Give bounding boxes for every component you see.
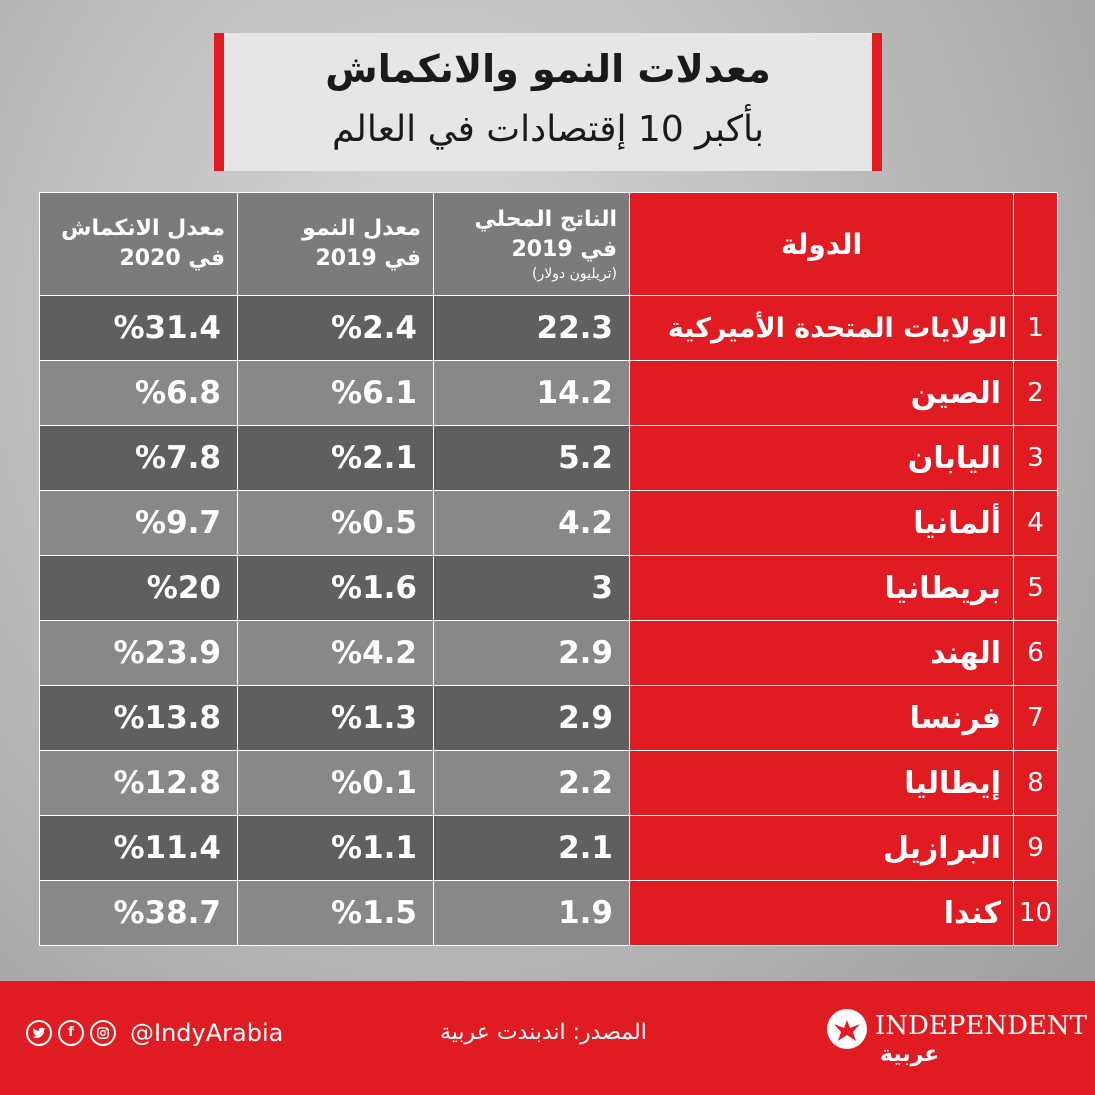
table-row: %9.7 %0.5 4.2 ألمانيا 4 [39,490,1058,556]
growth-cell: %1.3 [237,685,434,751]
contraction-cell: %9.7 [39,490,238,556]
header-growth: معدل النمو في 2019 [237,192,434,296]
rank-cell: 2 [1013,360,1058,426]
country-cell: الولايات المتحدة الأميركية [629,295,1014,361]
table-row: %12.8 %0.1 2.2 إيطاليا 8 [39,750,1058,816]
page-title: معدلات النمو والانكماش [325,47,771,91]
country-cell: بريطانيا [629,555,1014,621]
social-handle[interactable]: @IndyArabia [130,1019,284,1047]
table-row: %31.4 %2.4 22.3 الولايات المتحدة الأميركية 1 [39,295,1058,361]
table-row: %20 %1.6 3 بريطانيا 5 [39,555,1058,621]
growth-cell: %0.1 [237,750,434,816]
footer-bar [0,981,1095,1095]
country-cell: فرنسا [629,685,1014,751]
table-row: %11.4 %1.1 2.1 البرازيل 9 [39,815,1058,881]
gdp-cell: 5.2 [433,425,630,491]
country-cell: إيطاليا [629,750,1014,816]
contraction-cell: %11.4 [39,815,238,881]
table-row: %13.8 %1.3 2.9 فرنسا 7 [39,685,1058,751]
source-credit: المصدر: اندبندت عربية [440,1020,647,1045]
table-row: %38.7 %1.5 1.9 كندا 10 [39,880,1058,946]
country-cell: اليابان [629,425,1014,491]
table-row: %7.8 %2.1 5.2 اليابان 3 [39,425,1058,491]
header-contraction: معدل الانكماش في 2020 [39,192,238,296]
rank-cell: 4 [1013,490,1058,556]
rank-cell: 5 [1013,555,1058,621]
page-subtitle: بأكبر 10 إقتصادات في العالم [331,109,765,150]
contraction-cell: %7.8 [39,425,238,491]
title-box: معدلات النمو والانكماش بأكبر 10 إقتصادات… [214,33,882,171]
gdp-cell: 4.2 [433,490,630,556]
growth-cell: %1.6 [237,555,434,621]
rank-cell: 8 [1013,750,1058,816]
contraction-cell: %20 [39,555,238,621]
gdp-cell: 2.9 [433,620,630,686]
header-country: الدولة [629,192,1014,296]
contraction-cell: %31.4 [39,295,238,361]
country-cell: كندا [629,880,1014,946]
growth-cell: %4.2 [237,620,434,686]
rank-cell: 1 [1013,295,1058,361]
growth-cell: %2.1 [237,425,434,491]
gdp-cell: 2.2 [433,750,630,816]
gdp-cell: 1.9 [433,880,630,946]
logo-arabic: عربية [880,1042,940,1067]
contraction-cell: %23.9 [39,620,238,686]
rank-cell: 7 [1013,685,1058,751]
rank-cell: 9 [1013,815,1058,881]
eagle-logo-icon [827,1009,867,1049]
rank-cell: 3 [1013,425,1058,491]
country-cell: ألمانيا [629,490,1014,556]
growth-cell: %0.5 [237,490,434,556]
gdp-cell: 2.1 [433,815,630,881]
gdp-cell: 22.3 [433,295,630,361]
facebook-icon[interactable]: f [58,1020,84,1046]
growth-cell: %1.5 [237,880,434,946]
country-cell: البرازيل [629,815,1014,881]
country-cell: الصين [629,360,1014,426]
header-gdp: الناتج المحلي في 2019 (تريليون دولار) [433,192,630,296]
growth-cell: %2.4 [237,295,434,361]
contraction-cell: %6.8 [39,360,238,426]
contraction-cell: %12.8 [39,750,238,816]
growth-cell: %6.1 [237,360,434,426]
table-row: %23.9 %4.2 2.9 الهند 6 [39,620,1058,686]
growth-cell: %1.1 [237,815,434,881]
table-row: %6.8 %6.1 14.2 الصين 2 [39,360,1058,426]
country-cell: الهند [629,620,1014,686]
economies-table: معدل الانكماش في 2020 معدل النمو في 2019… [39,192,1058,946]
header-rank [1013,192,1058,296]
instagram-icon[interactable] [90,1020,116,1046]
logo-wordmark: INDEPENDENT [875,1011,1087,1041]
gdp-cell: 2.9 [433,685,630,751]
twitter-icon[interactable] [26,1020,52,1046]
gdp-cell: 3 [433,555,630,621]
contraction-cell: %38.7 [39,880,238,946]
rank-cell: 6 [1013,620,1058,686]
table-header-row: معدل الانكماش في 2020 معدل النمو في 2019… [39,192,1058,296]
rank-cell: 10 [1013,880,1058,946]
gdp-cell: 14.2 [433,360,630,426]
contraction-cell: %13.8 [39,685,238,751]
